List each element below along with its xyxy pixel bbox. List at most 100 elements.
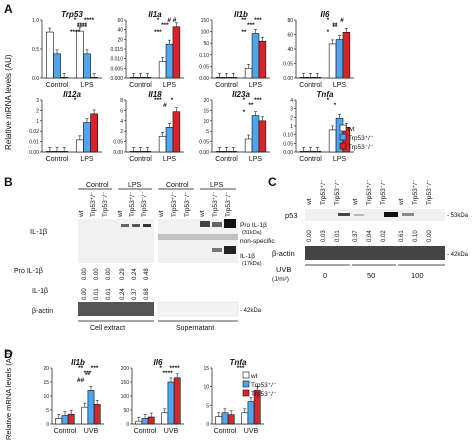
chart-title: Trp53 <box>61 10 83 19</box>
c-kda-42: - 42kDa <box>447 252 469 258</box>
b-lane-trp53: Trp53⁺/⁻ <box>171 191 178 217</box>
bar-wt-control <box>45 31 54 79</box>
c-uvb-unit: (J/m²) <box>272 276 289 283</box>
b-actin-label: β-actin <box>32 308 53 315</box>
b-band-cell-3 <box>143 224 151 227</box>
significance-marker: # <box>163 102 167 109</box>
significance-marker: * <box>157 17 160 24</box>
y-tick-label: 0.015 <box>110 47 123 53</box>
bar-trp53-control <box>306 77 315 79</box>
b-lane-trp53: Trp53⁻/⁻ <box>225 191 232 217</box>
b-lane-trp53: Trp53⁺/⁻ <box>212 191 219 217</box>
bar-wt-uvb <box>241 412 249 425</box>
legend-d-label-het: Trp53⁺/⁻ <box>251 382 277 389</box>
panel-label-b: B <box>4 175 13 189</box>
b-actin-band-cell <box>78 302 154 316</box>
c-dose-100: 100 <box>411 271 424 280</box>
b-band-cell-1 <box>121 224 129 227</box>
b-band-sup-pro-1 <box>200 221 210 227</box>
x-tick-label-lps: LPS <box>80 82 94 89</box>
y-tick-label: 10 <box>203 119 209 125</box>
x-tick-label-control: Control <box>129 82 152 89</box>
c-lane-trp53: Trp53⁻/⁻ <box>334 179 341 205</box>
significance-marker: *** <box>254 97 262 104</box>
y-tick-label: 15 <box>203 366 209 372</box>
legend-d: wt Trp53⁺/⁻ Trp53⁻/⁻ <box>242 371 277 398</box>
bar-wt-lps <box>75 30 84 79</box>
b-bottom-label-cell: Cell extract <box>90 325 125 332</box>
b-lane-trp53: Trp53⁻/⁻ <box>102 191 109 217</box>
c-lane-wt: wt <box>352 198 359 206</box>
y-tick-label: 1 <box>290 124 293 130</box>
significance-marker: **** <box>77 24 88 31</box>
c-quant-value: 0.00 <box>427 230 433 242</box>
y-tick-label: 20 <box>203 98 209 104</box>
c-actin-band <box>305 246 445 260</box>
x-tick-label-uvb: UVB <box>244 428 259 435</box>
bar-trp53-lps <box>83 122 91 153</box>
significance-marker: * <box>327 29 330 36</box>
legend-a-label-ko: Trp53⁻/⁻ <box>348 144 374 151</box>
significance-marker: **** <box>163 370 174 377</box>
y-tick-label: 4 <box>120 119 123 125</box>
c-kda-53: - 53kDa <box>447 213 469 219</box>
bar-wt-control <box>45 151 54 153</box>
significance-marker: *** <box>254 17 262 24</box>
bar-trp53-control <box>143 77 152 79</box>
y-tick-label: 0.05 <box>113 140 123 146</box>
y-tick-label: 0.00 <box>283 76 293 82</box>
x-tick-label-lps: LPS <box>249 156 263 163</box>
bar-trp53-control <box>53 151 61 153</box>
bar-trp53-lps <box>83 53 91 79</box>
y-tick-label: 0.01 <box>29 140 39 146</box>
chart-title: Il6 <box>154 358 163 367</box>
b-group-control-1: Control <box>86 182 109 189</box>
chart-d-tnfa-10: Tnfa 0 5 10 15 Control UVB *** <box>203 358 264 435</box>
x-tick-label-control: Control <box>134 428 157 435</box>
y-tick-label: 0.00 <box>283 150 293 156</box>
y-tick-label: 150 <box>121 380 130 386</box>
bar-trp53-lps <box>251 115 260 153</box>
c-quant-value: 0.10 <box>413 230 419 242</box>
legend-a: wt Trp53⁺/⁻ Trp53⁻/⁻ <box>339 124 374 151</box>
chart-a-il1a-1: Il1a 0.000 0.005 0.010 0.015 20 40 60 Control LPS… <box>110 10 184 89</box>
y-tick-label: 0.02 <box>29 129 39 135</box>
c-band-100-wt <box>384 212 398 217</box>
bar-trp53-control <box>229 77 238 79</box>
y-axis-label-a: Relative mRNA levels (AU) <box>4 54 13 150</box>
legend-d-label-wt: wt <box>250 373 258 380</box>
bar-wt-control <box>55 418 63 425</box>
y-tick-label: 0.00 <box>29 150 39 156</box>
b-band-nonspecific <box>158 234 238 240</box>
bar-trp53-control <box>227 414 235 425</box>
bar-trp53-control <box>53 53 61 79</box>
legend-a-swatch-ko <box>339 142 347 150</box>
bar-trp53-control <box>306 150 315 153</box>
c-lane-trp53: Trp53⁻/⁻ <box>426 179 433 205</box>
significance-marker: *** <box>154 29 162 36</box>
bar-wt-lps <box>244 68 253 79</box>
bar-wt-control <box>135 420 143 425</box>
b-il-value: 0.37 <box>132 288 138 300</box>
y-tick-label: 0.00 <box>199 150 209 156</box>
c-blot-p53 <box>305 209 445 221</box>
x-tick-label-lps: LPS <box>80 156 94 163</box>
c-uvb-label: UVB <box>276 265 291 274</box>
b-il-value: 0.01 <box>94 288 100 300</box>
bar-wt-lps <box>328 43 337 79</box>
b-pro-value: 0.24 <box>132 268 138 280</box>
x-tick-label-control: Control <box>54 428 77 435</box>
y-axis-label-d: Relative mRNA levels (AU) <box>4 350 13 440</box>
significance-marker: ** <box>241 17 247 24</box>
b-lane-trp53: Trp53⁻/⁻ <box>141 191 148 217</box>
y-tick-label: 20 <box>43 366 49 372</box>
chart-title: Il1a <box>148 10 162 19</box>
c-quant-value: 0.03 <box>321 230 327 242</box>
bar-trp53-lps <box>335 39 344 79</box>
x-tick-label-lps: LPS <box>333 82 347 89</box>
bar-wt-control <box>129 151 138 153</box>
x-tick-label-lps: LPS <box>249 82 263 89</box>
x-tick-label-control: Control <box>299 156 322 163</box>
